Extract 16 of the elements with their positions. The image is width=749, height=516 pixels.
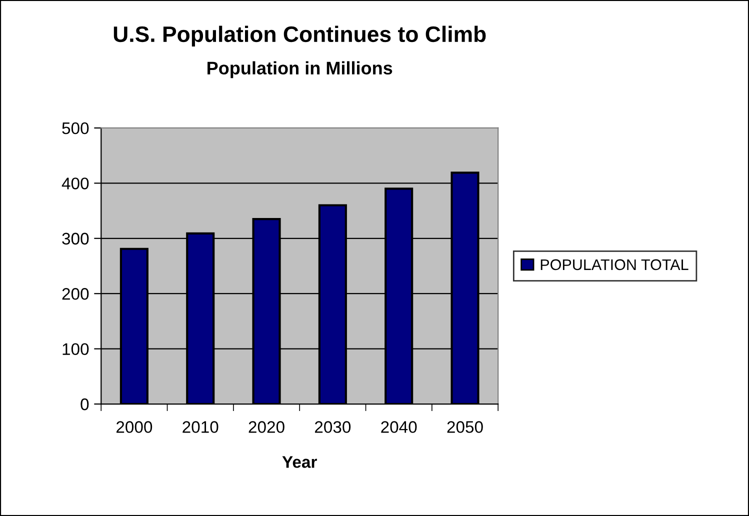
- legend-label: POPULATION TOTAL: [540, 259, 688, 270]
- chart-title: U.S. Population Continues to Climb: [114, 26, 486, 46]
- y-tick-label: 100: [62, 343, 89, 356]
- x-axis-title: Year: [282, 456, 317, 468]
- x-tick-label: 2040: [381, 421, 417, 433]
- chart-subtitle: Population in Millions: [208, 61, 392, 78]
- x-tick-label: 2010: [182, 421, 218, 433]
- y-tick-label: 200: [62, 288, 89, 300]
- y-tick-label: 0: [80, 398, 89, 410]
- y-tick-label: 400: [62, 178, 89, 190]
- y-tick-label: 500: [62, 122, 89, 134]
- y-tick-label: 300: [62, 232, 89, 245]
- x-tick-label: 2000: [116, 421, 152, 433]
- x-tick-label: 2030: [314, 421, 351, 433]
- x-tick-label: 2050: [447, 421, 483, 433]
- x-tick-label: 2020: [248, 421, 284, 433]
